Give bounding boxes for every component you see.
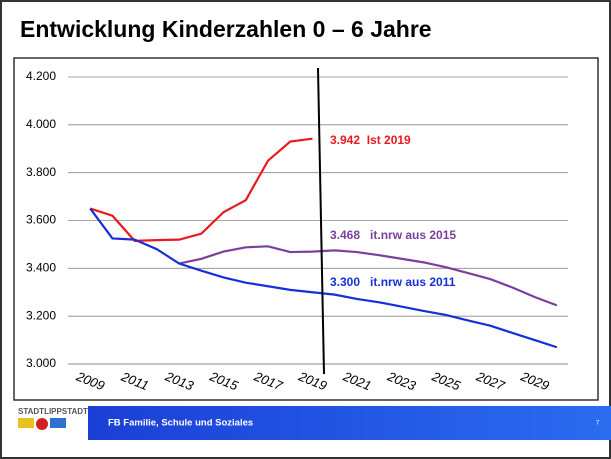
annotation: 3.468 it.nrw aus 2015	[330, 228, 456, 242]
footer-bar	[88, 406, 611, 440]
logo-text: STADTLIPPSTADT	[18, 407, 88, 416]
divider-line	[317, 67, 325, 375]
logo-icon	[18, 418, 66, 430]
series-line	[178, 245, 558, 307]
y-tick-label: 3.200	[26, 308, 56, 322]
annotation: 3.300 it.nrw aus 2011	[330, 275, 456, 289]
annotation: 3.942 Ist 2019	[330, 133, 411, 147]
y-tick-label: 3.600	[26, 213, 56, 227]
page-number: 7	[596, 421, 600, 427]
y-tick-label: 4.000	[26, 117, 56, 131]
y-tick-label: 4.200	[26, 69, 56, 83]
y-tick-label: 3.800	[26, 165, 56, 179]
y-tick-label: 3.400	[26, 261, 56, 275]
series-line	[89, 137, 313, 242]
series-line	[89, 207, 558, 349]
footer-department: FB Familie, Schule und Soziales	[108, 418, 253, 429]
chart-frame	[13, 57, 599, 401]
y-tick-label: 3.000	[26, 356, 56, 370]
chart-title: Entwicklung Kinderzahlen 0 – 6 Jahre	[20, 16, 432, 42]
